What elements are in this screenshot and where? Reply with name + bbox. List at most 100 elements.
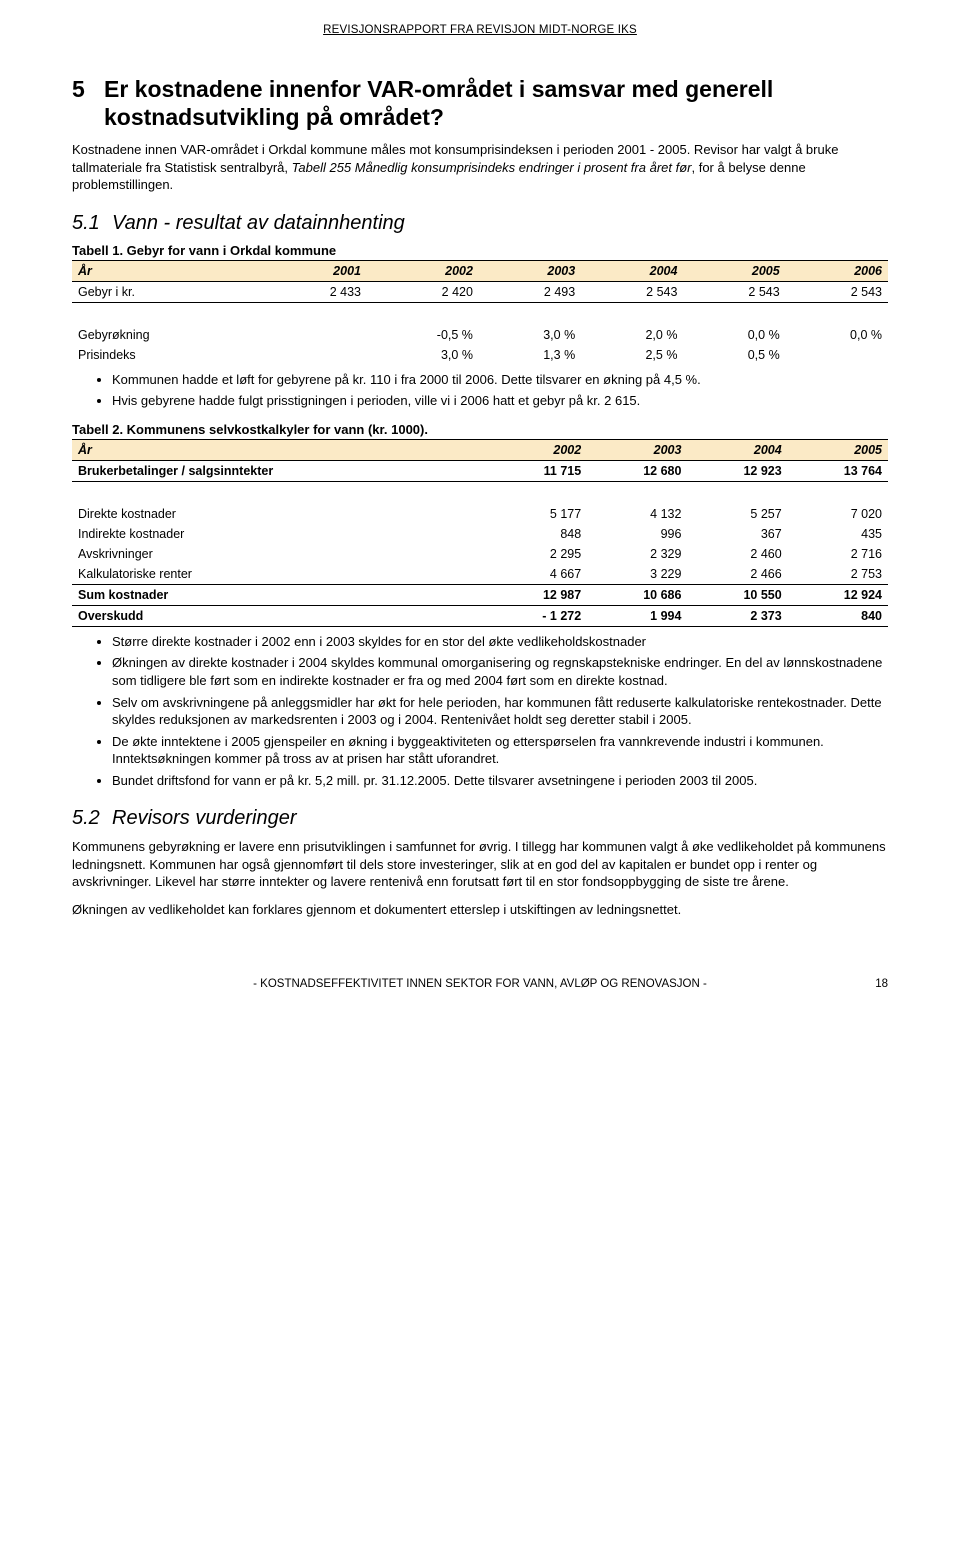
table-cell: 5 257 xyxy=(687,504,787,524)
table-col-year: 2003 xyxy=(479,260,581,281)
table-cell: -0,5 % xyxy=(367,325,479,345)
list-item: Selv om avskrivningene på anleggsmidler … xyxy=(112,694,888,729)
table-cell: 1 994 xyxy=(587,605,687,626)
list-item: Økningen av direkte kostnader i 2004 sky… xyxy=(112,654,888,689)
table-cell: 11 715 xyxy=(486,460,588,481)
table-cell: 10 686 xyxy=(587,584,687,605)
section-5-2-heading: 5.2Revisors vurderinger xyxy=(72,807,888,830)
footer-page-number: 18 xyxy=(848,978,888,990)
table-cell: 840 xyxy=(788,605,888,626)
bullets-after-table1: Kommunen hadde et løft for gebyrene på k… xyxy=(72,371,888,410)
table-cell: 4 132 xyxy=(587,504,687,524)
table-row-label: Prisindeks xyxy=(72,345,266,365)
table-cell: 2 753 xyxy=(788,564,888,585)
table-cell: 12 923 xyxy=(687,460,787,481)
table-row-label: Overskudd xyxy=(72,605,486,626)
table-row-label: Kalkulatoriske renter xyxy=(72,564,486,585)
table-spacer xyxy=(72,302,888,325)
table-cell: 7 020 xyxy=(788,504,888,524)
table-cell: 2,5 % xyxy=(581,345,683,365)
table-cell: 4 667 xyxy=(486,564,588,585)
table-col-year: 2005 xyxy=(683,260,785,281)
table1: År200120022003200420052006Gebyr i kr.2 4… xyxy=(72,260,888,365)
bullets-after-table2: Større direkte kostnader i 2002 enn i 20… xyxy=(72,633,888,789)
footer-center: - KOSTNADSEFFEKTIVITET INNEN SEKTOR FOR … xyxy=(112,978,848,990)
table-cell: 435 xyxy=(788,524,888,544)
table-cell: 2 329 xyxy=(587,544,687,564)
table-cell: 2 460 xyxy=(687,544,787,564)
table-cell: 2 543 xyxy=(683,281,785,302)
table-cell: 0,0 % xyxy=(683,325,785,345)
section-5-heading: 5Er kostnadene innenfor VAR-området i sa… xyxy=(72,76,888,131)
table-cell: 848 xyxy=(486,524,588,544)
section-5-1-heading: 5.1Vann - resultat av datainnhenting xyxy=(72,212,888,235)
table-cell: 2 716 xyxy=(788,544,888,564)
section-number: 5 xyxy=(72,76,104,104)
table-col-year: 2004 xyxy=(687,439,787,460)
table-row-label: Indirekte kostnader xyxy=(72,524,486,544)
table-cell xyxy=(266,345,367,365)
table-col-label: År xyxy=(72,260,266,281)
table-cell: 2 420 xyxy=(367,281,479,302)
table-cell: 2 466 xyxy=(687,564,787,585)
table-col-year: 2003 xyxy=(587,439,687,460)
intro-italic: Tabell 255 Månedlig konsumprisindeks end… xyxy=(292,160,692,175)
list-item: Hvis gebyrene hadde fulgt prisstigningen… xyxy=(112,392,888,410)
table-cell: 367 xyxy=(687,524,787,544)
table1-caption: Tabell 1. Gebyr for vann i Orkdal kommun… xyxy=(72,243,888,258)
list-item: Større direkte kostnader i 2002 enn i 20… xyxy=(112,633,888,651)
section-title: Er kostnadene innenfor VAR-området i sam… xyxy=(104,76,773,130)
table-cell: 0,0 % xyxy=(786,325,888,345)
table-cell: 2 373 xyxy=(687,605,787,626)
table-cell: 13 764 xyxy=(788,460,888,481)
table-cell: 12 680 xyxy=(587,460,687,481)
table-cell: 1,3 % xyxy=(479,345,581,365)
table-col-year: 2002 xyxy=(486,439,588,460)
table-row-label: Brukerbetalinger / salgsinntekter xyxy=(72,460,486,481)
table-cell: 5 177 xyxy=(486,504,588,524)
table-col-year: 2004 xyxy=(581,260,683,281)
list-item: Kommunen hadde et løft for gebyrene på k… xyxy=(112,371,888,389)
table2-caption: Tabell 2. Kommunens selvkostkalkyler for… xyxy=(72,422,888,437)
table-cell: 2,0 % xyxy=(581,325,683,345)
table-cell: 3,0 % xyxy=(479,325,581,345)
table-col-year: 2005 xyxy=(788,439,888,460)
table-cell: - 1 272 xyxy=(486,605,588,626)
section-5-intro: Kostnadene innen VAR-området i Orkdal ko… xyxy=(72,141,888,194)
section-5-2-para2: Økningen av vedlikeholdet kan forklares … xyxy=(72,901,888,919)
table-cell: 2 295 xyxy=(486,544,588,564)
table-col-year: 2002 xyxy=(367,260,479,281)
table-cell: 996 xyxy=(587,524,687,544)
table-cell: 12 987 xyxy=(486,584,588,605)
table-row-label: Sum kostnader xyxy=(72,584,486,605)
page-footer: - KOSTNADSEFFEKTIVITET INNEN SEKTOR FOR … xyxy=(72,978,888,990)
table-spacer xyxy=(72,481,888,504)
table-cell xyxy=(786,345,888,365)
subsection-number: 5.1 xyxy=(72,212,112,235)
table-cell: 3,0 % xyxy=(367,345,479,365)
section-5-2-para1: Kommunens gebyrøkning er lavere enn pris… xyxy=(72,838,888,891)
table-cell: 2 493 xyxy=(479,281,581,302)
subsection-title: Revisors vurderinger xyxy=(112,807,297,829)
table-col-year: 2001 xyxy=(266,260,367,281)
page-container: REVISJONSRAPPORT FRA REVISJON MIDT-NORGE… xyxy=(0,0,960,1030)
subsection-number: 5.2 xyxy=(72,807,112,830)
table-cell: 2 543 xyxy=(786,281,888,302)
table-cell: 2 543 xyxy=(581,281,683,302)
list-item: Bundet driftsfond for vann er på kr. 5,2… xyxy=(112,772,888,790)
subsection-title: Vann - resultat av datainnhenting xyxy=(112,212,405,234)
report-header: REVISJONSRAPPORT FRA REVISJON MIDT-NORGE… xyxy=(72,24,888,36)
table-cell xyxy=(266,325,367,345)
table-col-label: År xyxy=(72,439,486,460)
footer-spacer xyxy=(72,978,112,990)
list-item: De økte inntektene i 2005 gjenspeiler en… xyxy=(112,733,888,768)
table-row-label: Direkte kostnader xyxy=(72,504,486,524)
table-row-label: Avskrivninger xyxy=(72,544,486,564)
table-cell: 3 229 xyxy=(587,564,687,585)
table2: År2002200320042005 Brukerbetalinger / sal… xyxy=(72,439,888,627)
table-col-year: 2006 xyxy=(786,260,888,281)
table-cell: 2 433 xyxy=(266,281,367,302)
table-row-label: Gebyrøkning xyxy=(72,325,266,345)
table-cell: 12 924 xyxy=(788,584,888,605)
table-cell: 0,5 % xyxy=(683,345,785,365)
